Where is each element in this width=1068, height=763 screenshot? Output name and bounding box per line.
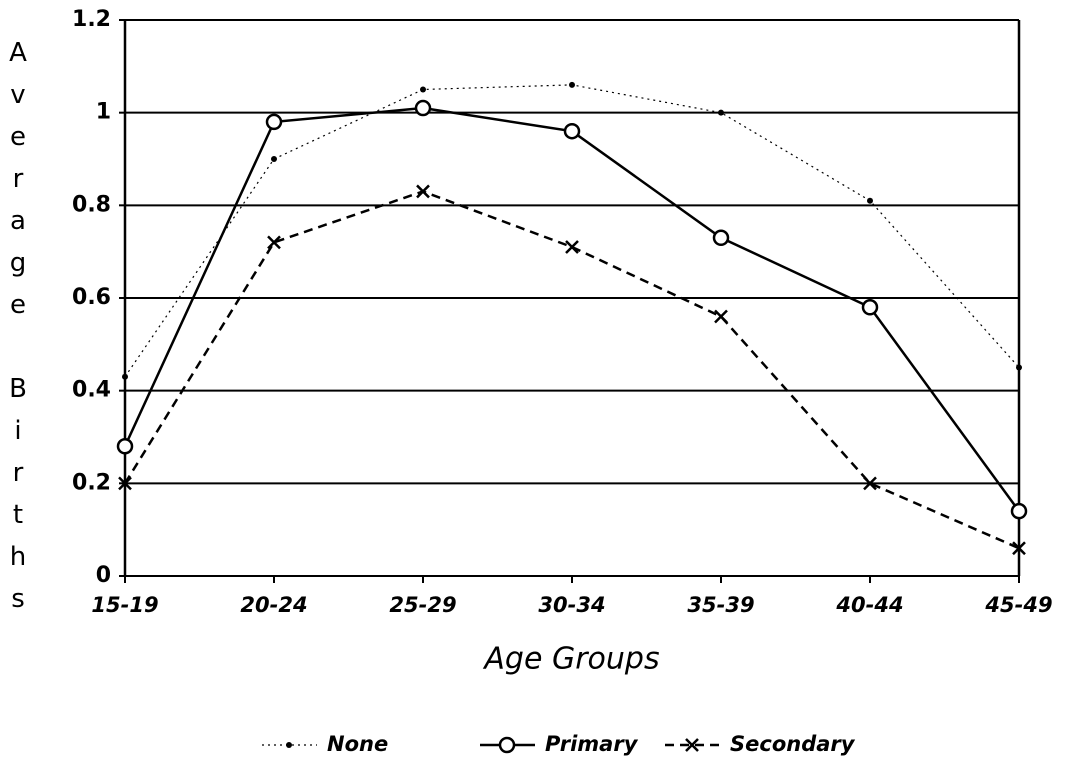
- x-axis-label: Age Groups: [482, 642, 659, 677]
- y-tick-label: 0.8: [72, 192, 111, 217]
- point: [414, 99, 432, 117]
- point: [420, 86, 426, 93]
- x-tick-label: 35-39: [687, 593, 754, 617]
- x-tick-label: 20-24: [240, 593, 307, 617]
- x-tick-label: 30-34: [538, 593, 605, 617]
- x-tick-label: 45-49: [984, 593, 1052, 617]
- point: [116, 438, 134, 455]
- y-tick-label: 1: [96, 100, 111, 125]
- point: [498, 736, 516, 754]
- point: [714, 309, 728, 324]
- x-tick-label: 15-19: [91, 593, 158, 617]
- series-line: [123, 190, 1020, 550]
- point: [416, 184, 430, 199]
- x-tick-label: 40-44: [835, 593, 903, 617]
- point: [1016, 364, 1022, 371]
- y-tick-label: 0.6: [72, 285, 111, 310]
- y-axis-label: Average Births: [3, 38, 33, 626]
- point: [267, 235, 281, 250]
- point: [265, 113, 283, 131]
- y-tick-label: 1.2: [72, 7, 111, 32]
- legend-label: Primary: [545, 732, 639, 756]
- legend-label: Secondary: [730, 732, 856, 756]
- point: [118, 476, 132, 491]
- point: [867, 197, 873, 204]
- point: [861, 299, 879, 316]
- point: [1010, 502, 1028, 520]
- point: [286, 742, 292, 748]
- series-line: [123, 106, 1021, 512]
- y-tick-label: 0: [96, 563, 111, 588]
- point: [1012, 541, 1026, 556]
- point: [685, 738, 699, 752]
- point: [122, 373, 128, 380]
- x-tick-label: 25-29: [389, 593, 456, 617]
- point: [718, 109, 724, 116]
- point: [569, 81, 575, 88]
- point: [563, 122, 581, 140]
- y-tick-label: 0.2: [72, 470, 111, 495]
- point: [271, 156, 277, 162]
- y-tick-label: 0.4: [72, 378, 111, 403]
- point: [565, 240, 579, 254]
- legend-label: None: [327, 732, 388, 756]
- point: [863, 476, 877, 491]
- point: [712, 229, 730, 247]
